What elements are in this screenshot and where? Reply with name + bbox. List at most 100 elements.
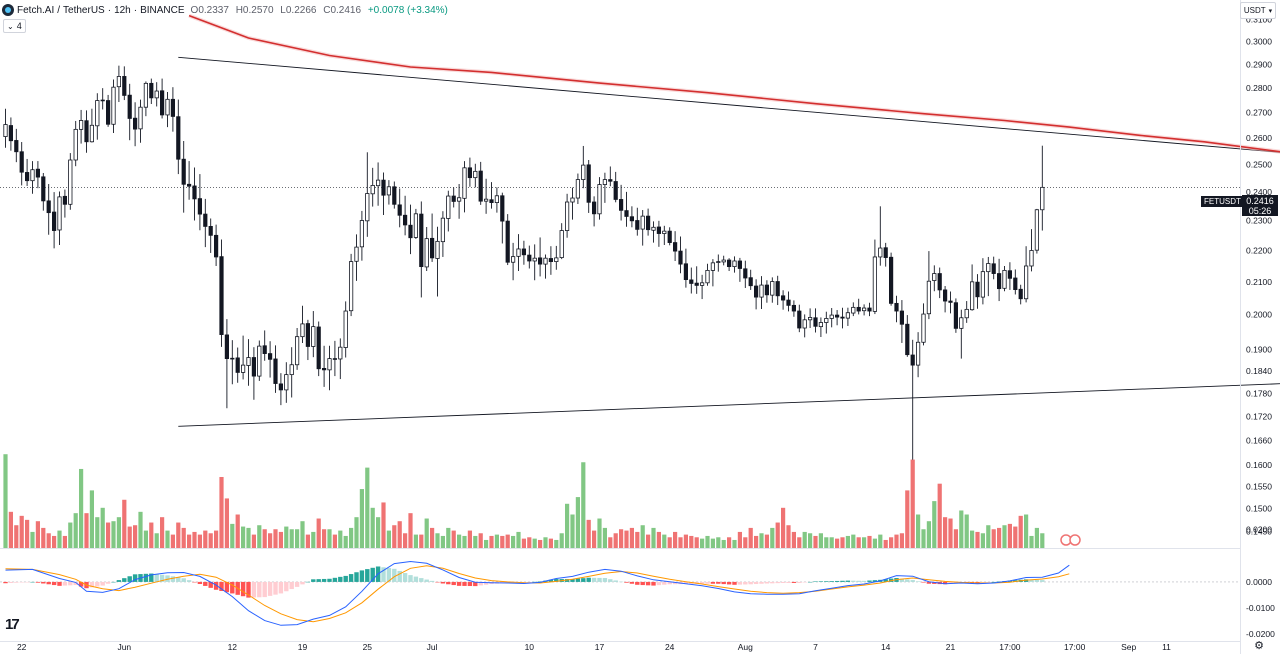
candle xyxy=(35,161,41,189)
candle-body xyxy=(62,195,68,205)
volume-bar xyxy=(667,537,672,548)
candle-body xyxy=(89,124,94,143)
symbol-name[interactable]: Fetch.AI xyxy=(17,4,55,16)
volume-bar xyxy=(592,530,597,548)
candle-body xyxy=(878,247,883,258)
interval-label[interactable]: 12h xyxy=(114,4,131,16)
macd-histogram-bar xyxy=(381,567,386,582)
candle-body xyxy=(289,364,294,376)
macd-histogram-bar xyxy=(251,581,257,598)
macd-histogram-bar xyxy=(429,580,435,582)
candle xyxy=(186,161,192,200)
candle-body xyxy=(208,226,213,236)
moving-average-glow xyxy=(188,13,1280,154)
macd-histogram-bar xyxy=(435,581,440,583)
candle-body xyxy=(1029,250,1034,267)
price-tick-label: 0.2900 xyxy=(1246,59,1272,69)
macd-histogram-bar xyxy=(262,581,267,598)
candle-body xyxy=(646,215,651,231)
candle xyxy=(392,181,397,209)
candle-body xyxy=(19,151,24,173)
volume-bar xyxy=(192,531,197,548)
candle-body xyxy=(84,120,89,143)
gear-icon[interactable]: ⚙ xyxy=(1254,639,1264,652)
macd-histogram-bar xyxy=(732,581,737,585)
candle-body xyxy=(802,319,807,329)
candle xyxy=(1007,262,1013,290)
candle xyxy=(159,78,165,119)
indicators-toggle-button[interactable]: ⌄ 4 xyxy=(3,19,26,33)
macd-histogram-bar xyxy=(802,581,807,583)
volume-bar xyxy=(586,519,591,548)
candle-body xyxy=(203,213,208,227)
candle xyxy=(646,208,651,236)
candle-body xyxy=(57,196,62,231)
candle-body xyxy=(959,317,964,329)
candle xyxy=(327,345,332,391)
volume-bar xyxy=(845,535,850,548)
candle xyxy=(700,274,705,300)
candle xyxy=(797,304,802,333)
candle xyxy=(554,245,559,270)
macd-histogram-bar xyxy=(424,579,429,582)
macd-histogram-bar xyxy=(770,581,775,584)
quote-name[interactable]: TetherUS xyxy=(63,4,105,16)
macd-histogram-bar xyxy=(532,581,537,583)
candle xyxy=(667,227,672,246)
candle xyxy=(883,242,888,267)
volume-bar xyxy=(883,539,888,548)
macd-histogram-bar xyxy=(149,573,154,582)
candle-body xyxy=(240,364,246,373)
candle-body xyxy=(467,167,473,179)
candle xyxy=(505,214,510,266)
price-tick-label: 0.1780 xyxy=(1246,388,1272,398)
macd-histogram-bar xyxy=(1029,579,1034,582)
macd-histogram-bar xyxy=(132,574,138,582)
candle xyxy=(581,145,586,189)
candle-body xyxy=(829,314,834,319)
candle xyxy=(559,223,564,260)
candle-body xyxy=(262,345,267,354)
candle xyxy=(997,258,1002,302)
candle xyxy=(397,188,402,228)
candle xyxy=(365,152,370,237)
volume-bar xyxy=(46,533,51,548)
candle-body xyxy=(683,263,689,281)
candle xyxy=(143,81,148,117)
macd-histogram-bar xyxy=(554,579,559,582)
candle xyxy=(570,187,575,220)
macd-histogram-bar xyxy=(41,581,46,584)
volume-bar xyxy=(921,529,926,548)
candle xyxy=(257,340,262,381)
candle xyxy=(602,172,608,203)
volume-bar xyxy=(683,534,688,548)
time-tick-label: Sep xyxy=(1121,642,1136,652)
candle-body xyxy=(997,273,1002,290)
macd-histogram-bar xyxy=(35,581,41,583)
tradingview-logo-icon[interactable]: 17 xyxy=(5,616,20,633)
macd-histogram-bar xyxy=(181,578,186,582)
volume-bar xyxy=(435,533,440,548)
volume-bar xyxy=(354,517,359,548)
candle xyxy=(41,172,46,211)
candle-body xyxy=(845,312,851,319)
macd-histogram-bar xyxy=(143,573,149,582)
exchange-label: BINANCE xyxy=(140,4,185,16)
volume-bar xyxy=(775,522,780,548)
candles xyxy=(3,65,1045,460)
volume-bar xyxy=(964,514,969,548)
candle xyxy=(678,236,683,274)
macd-histogram-bar xyxy=(791,581,797,583)
currency-selector[interactable]: USDT ▾ xyxy=(1240,2,1276,19)
candle-body xyxy=(73,128,78,161)
candle-body xyxy=(791,304,797,312)
volume-bar xyxy=(262,529,267,548)
candle-body xyxy=(592,201,597,215)
volume-bar xyxy=(813,535,818,548)
macd-histogram-bar xyxy=(883,579,888,582)
macd-histogram-bar xyxy=(305,581,311,583)
currency-label: USDT xyxy=(1243,6,1266,15)
volume-bar xyxy=(311,531,316,548)
